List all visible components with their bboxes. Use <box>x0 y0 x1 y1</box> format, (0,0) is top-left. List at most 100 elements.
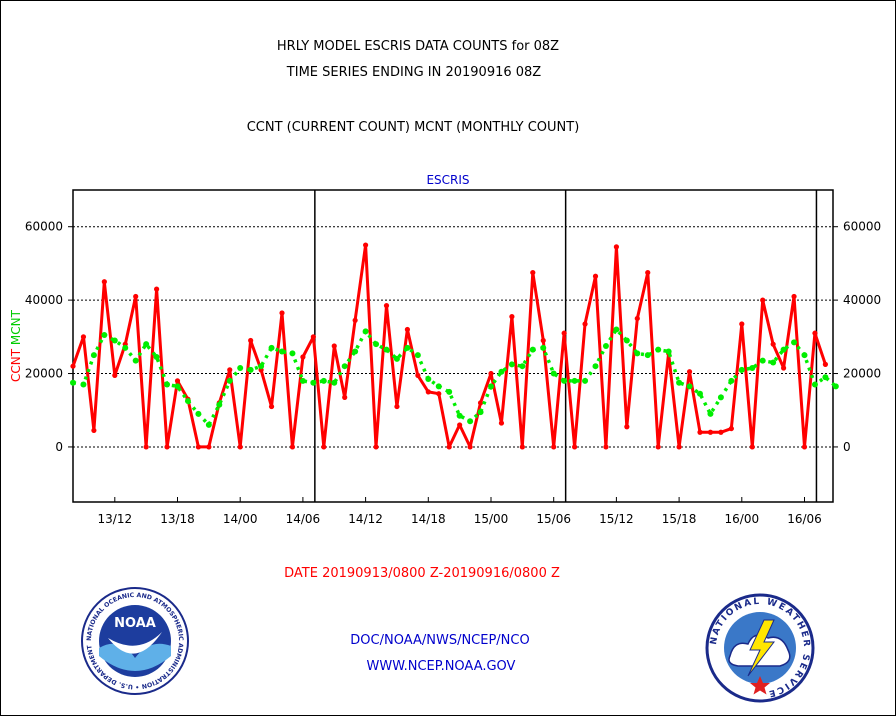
point-ccnt <box>540 337 546 344</box>
point-mcnt <box>602 343 609 349</box>
x-tick-label: 15/18 <box>662 512 697 526</box>
point-mcnt <box>529 346 536 353</box>
point-mcnt <box>550 370 557 377</box>
point-mcnt <box>174 383 181 390</box>
point-mcnt <box>759 357 766 364</box>
x-tick-label: 13/12 <box>98 512 133 526</box>
point-ccnt <box>697 429 703 435</box>
point-ccnt <box>143 444 149 450</box>
series-line-mcnt <box>72 327 837 427</box>
point-mcnt <box>393 355 400 362</box>
org-label: DOC/NOAA/NWS/NCEP/NCO <box>350 633 530 648</box>
point-mcnt <box>822 374 829 381</box>
point-ccnt <box>739 321 745 327</box>
point-ccnt <box>310 334 316 340</box>
point-ccnt <box>404 326 410 333</box>
url-link[interactable]: WWW.NCEP.NOAA.GOV <box>366 659 516 674</box>
y-tick-label-right: 60000 <box>843 220 881 234</box>
point-ccnt <box>363 242 369 248</box>
point-mcnt <box>216 401 223 408</box>
point-ccnt <box>91 427 97 434</box>
point-mcnt <box>644 352 651 359</box>
point-ccnt <box>101 279 107 285</box>
x-tick-label: 13/18 <box>160 512 195 526</box>
point-mcnt <box>247 366 254 373</box>
point-mcnt <box>70 379 76 386</box>
point-mcnt <box>195 410 202 417</box>
point-ccnt <box>760 297 766 303</box>
point-ccnt <box>415 372 421 378</box>
point-mcnt <box>226 377 233 384</box>
point-ccnt <box>488 370 494 377</box>
point-mcnt <box>414 352 421 359</box>
axes-layer <box>68 189 838 503</box>
point-mcnt <box>435 383 442 390</box>
x-tick-label: 15/00 <box>474 512 509 526</box>
point-ccnt <box>237 444 243 450</box>
point-mcnt <box>456 412 463 419</box>
x-tick-label: 15/06 <box>536 512 571 526</box>
point-mcnt <box>289 350 296 357</box>
point-ccnt <box>164 444 170 450</box>
nws-logo-icon: NATIONAL WEATHER SERVICE <box>705 593 815 703</box>
point-mcnt <box>373 341 380 348</box>
point-mcnt <box>341 363 348 370</box>
point-mcnt <box>508 361 515 368</box>
x-tick-label: 14/12 <box>348 512 383 526</box>
point-ccnt <box>592 273 599 279</box>
title-line-3: CCNT (CURRENT COUNT) MCNT (MONTHLY COUNT… <box>246 120 580 135</box>
point-mcnt <box>623 337 630 344</box>
point-ccnt <box>154 286 160 292</box>
point-ccnt <box>279 310 285 316</box>
point-mcnt <box>728 377 735 384</box>
point-mcnt <box>143 341 150 348</box>
point-ccnt <box>519 444 525 450</box>
point-mcnt <box>425 376 432 383</box>
point-ccnt <box>373 444 379 450</box>
point-ccnt <box>467 444 473 450</box>
point-ccnt <box>498 420 505 426</box>
point-mcnt <box>592 363 599 370</box>
point-ccnt <box>133 293 139 300</box>
point-ccnt <box>791 293 797 300</box>
labels-layer: 0 0 20000 20000 40000 40000 60000 60000 13/12 13/… <box>9 173 881 526</box>
point-ccnt <box>206 444 212 450</box>
point-mcnt <box>697 390 703 397</box>
point-mcnt <box>477 409 484 416</box>
point-mcnt <box>540 344 547 351</box>
point-mcnt <box>404 344 411 351</box>
point-mcnt <box>132 357 139 364</box>
point-mcnt <box>111 337 118 344</box>
y-label-ccnt: CCNT <box>9 348 23 382</box>
point-mcnt <box>299 377 306 384</box>
point-ccnt <box>457 422 463 428</box>
series-line-ccnt <box>71 243 827 449</box>
title-line-2: TIME SERIES ENDING IN 20190916 08Z <box>286 65 542 80</box>
point-ccnt <box>634 315 640 322</box>
date-range-label: DATE 20190913/0800 Z-20190916/0800 Z <box>284 566 560 581</box>
point-mcnt <box>738 366 745 373</box>
point-mcnt <box>613 326 620 333</box>
point-mcnt <box>686 383 693 390</box>
point-mcnt <box>90 352 97 359</box>
point-ccnt <box>801 444 808 450</box>
point-mcnt <box>791 339 798 346</box>
point-ccnt <box>321 444 327 450</box>
point-mcnt <box>717 394 724 401</box>
point-ccnt <box>613 244 620 250</box>
series-layer <box>70 242 839 450</box>
point-mcnt <box>519 363 526 370</box>
point-ccnt <box>551 444 557 450</box>
point-mcnt <box>446 388 453 395</box>
point-mcnt <box>237 365 244 372</box>
x-tick-label: 15/12 <box>599 512 634 526</box>
point-mcnt <box>164 381 171 388</box>
chart-title: ESCRIS <box>426 173 469 187</box>
point-mcnt <box>488 383 494 390</box>
point-ccnt <box>477 400 484 406</box>
point-ccnt <box>728 425 734 432</box>
point-mcnt <box>770 359 777 366</box>
point-ccnt <box>781 365 787 371</box>
point-ccnt <box>268 403 275 410</box>
point-ccnt <box>70 363 76 369</box>
